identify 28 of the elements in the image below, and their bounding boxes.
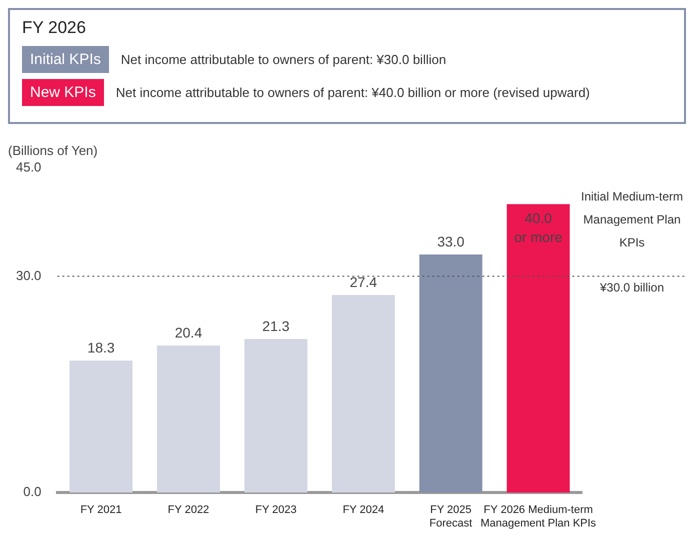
- y-tick-label: 45.0: [16, 160, 42, 175]
- x-tick-label: FY 2024: [342, 504, 384, 516]
- text: New KPIs: [22, 79, 104, 106]
- x-tick-label: FY 2021: [80, 504, 122, 516]
- text: Initial KPIs: [22, 46, 109, 73]
- chart-title: FY 2026: [22, 18, 87, 38]
- bar: [332, 294, 395, 493]
- data-label: 27.4: [350, 274, 378, 290]
- data-label: 21.3: [262, 318, 290, 334]
- x-tick-label: FY 2023: [255, 504, 297, 516]
- data-label: 20.4: [174, 324, 202, 340]
- text: Net income attributable to owners of parent: ¥40.0 billion or more (revised upward): [116, 85, 590, 100]
- x-tick-label: FY 2026 Medium-term Management Plan KPIs: [480, 504, 597, 530]
- y-tick-label: 0.0: [23, 484, 42, 500]
- bar: [244, 338, 308, 493]
- y-tick-label: 30.0: [16, 268, 42, 283]
- bar: [156, 345, 220, 493]
- data-label: 33.0: [437, 233, 465, 250]
- bar: [70, 360, 133, 493]
- bar: [506, 204, 570, 493]
- y-axis-title: (Billions of Yen): [8, 143, 98, 158]
- data-label: 40.0 or more: [514, 210, 563, 245]
- data-label: 18.3: [87, 339, 115, 356]
- x-tick-label: FY 2022: [168, 504, 210, 516]
- text: Initial Medium-term Management Plan KPIs ¥30.0 billion: [580, 190, 684, 295]
- x-tick-label: FY 2025 Forecast: [429, 504, 472, 530]
- bar: [419, 254, 482, 493]
- text: Net income attributable to owners of parent: ¥30.0 billion: [120, 52, 446, 67]
